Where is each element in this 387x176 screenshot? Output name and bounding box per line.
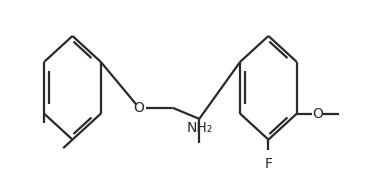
Text: O: O [134,101,144,115]
Text: NH₂: NH₂ [186,121,212,135]
Text: F: F [264,157,272,171]
Text: O: O [312,107,323,121]
